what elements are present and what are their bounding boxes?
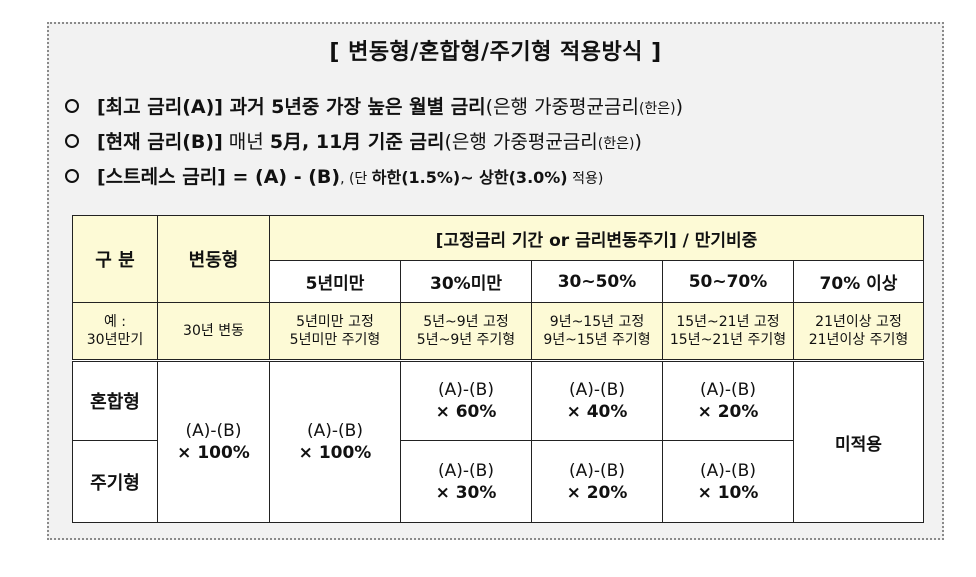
subheader-30-50: 30~50% xyxy=(531,260,663,303)
bullet-stress-rate: [스트레스 금리] = (A) - (B), (단 하한(1.5%)~ 상한(3… xyxy=(61,160,931,195)
mixed-row: 혼합형 (A)-(B) × 100% (A)-(B) × 100% (A)-(B… xyxy=(72,359,924,523)
example-periodic: 5년미만 주기형 xyxy=(289,332,381,348)
example-fixed: 21년이상 고정 xyxy=(815,314,902,330)
formula: (A)-(B) xyxy=(700,460,756,481)
example-label-line2: 30년만기 xyxy=(86,332,144,348)
circle-bullet-icon xyxy=(65,99,79,113)
mixed-50-70-value: (A)-(B) × 20% xyxy=(662,359,794,441)
stress-rate-table: 구 분 변동형 [고정금리 기간 or 금리변동주기] / 만기비중 5년미만 … xyxy=(72,215,924,523)
bullet-max-rate: [최고 금리(A)] 과거 5년중 가장 높은 월별 금리(은행 가중평균금리(… xyxy=(61,90,931,125)
factor: × 20% xyxy=(566,482,628,503)
example-cell: 5년~9년 고정 5년~9년 주기형 xyxy=(400,302,532,361)
row-label-mixed: 혼합형 xyxy=(72,359,158,441)
example-fixed: 5년~9년 고정 xyxy=(423,314,509,330)
factor: × 40% xyxy=(566,402,628,422)
formula: (A)-(B) xyxy=(307,421,363,441)
example-periodic: 15년~21년 주기형 xyxy=(669,332,787,348)
subheader-under-30: 30%미만 xyxy=(400,260,532,303)
bullet-max-rate-source: (은행 가중평균금리 xyxy=(485,96,639,118)
example-periodic: 9년~15년 주기형 xyxy=(543,332,651,348)
mixed-under-30-value: (A)-(B) × 60% xyxy=(400,359,532,441)
bullet-stress-rate-bounds: 하한(1.5%)~ 상한(3.0%) xyxy=(371,168,568,187)
formula: (A)-(B) xyxy=(569,380,625,400)
periodic-row: 주기형 (A)-(B) × 30% (A)-(B) × 20% (A)-(B) … xyxy=(72,440,924,523)
example-label-line1: 예 : xyxy=(103,314,127,330)
bullet-current-rate-label: [현재 금리(B)] xyxy=(97,131,223,153)
mixed-30-50-value: (A)-(B) × 40% xyxy=(531,359,663,441)
factor: × 10% xyxy=(697,482,759,503)
policy-panel: [ 변동형/혼합형/주기형 적용방식 ] [최고 금리(A)] 과거 5년중 가… xyxy=(47,22,944,540)
factor: × 100% xyxy=(177,443,250,463)
factor: × 100% xyxy=(298,443,372,463)
periodic-under-30-value: (A)-(B) × 30% xyxy=(400,440,532,523)
header-variable: 변동형 xyxy=(157,215,270,303)
formula: (A)-(B) xyxy=(700,380,756,400)
over-70-not-applied: 미적용 xyxy=(793,359,924,523)
variable-value: (A)-(B) × 100% xyxy=(157,359,270,523)
periodic-50-70-value: (A)-(B) × 10% xyxy=(662,440,794,523)
row-label-periodic: 주기형 xyxy=(72,440,158,523)
bullet-current-rate-close: ) xyxy=(634,131,642,153)
example-variable: 30년 변동 xyxy=(157,302,270,361)
subheader-under-5y: 5년미만 xyxy=(269,260,401,303)
example-cell: 15년~21년 고정 15년~21년 주기형 xyxy=(662,302,794,361)
header-gubun: 구 분 xyxy=(72,215,158,303)
circle-bullet-icon xyxy=(65,169,79,183)
header-fixed-period-group: [고정금리 기간 or 금리변동주기] / 만기비중 xyxy=(269,215,924,261)
example-cell: 21년이상 고정 21년이상 주기형 xyxy=(793,302,924,361)
formula: (A)-(B) xyxy=(569,460,625,481)
example-cell: 9년~15년 고정 9년~15년 주기형 xyxy=(531,302,663,361)
bullet-current-rate-desc: 5月, 11月 기준 금리 xyxy=(269,131,445,153)
example-fixed: 5년미만 고정 xyxy=(296,314,374,330)
bullet-stress-rate-formula: = (A) - (B) xyxy=(225,166,341,188)
factor: × 20% xyxy=(697,402,759,422)
bullet-current-rate-source: (은행 가중평균금리 xyxy=(444,131,598,153)
bullet-max-rate-desc: 과거 5년중 가장 높은 월별 금리 xyxy=(222,96,486,118)
subheader-over-70: 70% 이상 xyxy=(793,260,924,303)
formula: (A)-(B) xyxy=(438,380,494,400)
under-5y-value: (A)-(B) × 100% xyxy=(269,359,401,523)
bullet-max-rate-close: ) xyxy=(675,96,684,118)
bullet-stress-rate-label: [스트레스 금리] xyxy=(97,166,226,188)
circle-bullet-icon xyxy=(65,134,79,148)
factor: × 60% xyxy=(435,402,497,422)
periodic-30-50-value: (A)-(B) × 20% xyxy=(531,440,663,523)
formula: (A)-(B) xyxy=(185,421,242,441)
example-label: 예 : 30년만기 xyxy=(72,302,158,361)
bullet-max-rate-label: [최고 금리(A)] xyxy=(97,96,223,118)
bullet-current-rate-prefix: 매년 xyxy=(222,131,270,153)
bullet-stress-rate-note-open: , (단 xyxy=(340,171,372,187)
bullet-list: [최고 금리(A)] 과거 5년중 가장 높은 월별 금리(은행 가중평균금리(… xyxy=(61,90,931,195)
example-fixed: 9년~15년 고정 xyxy=(549,314,645,330)
factor: × 30% xyxy=(435,482,497,503)
example-cell: 5년미만 고정 5년미만 주기형 xyxy=(269,302,401,361)
example-fixed: 15년~21년 고정 xyxy=(676,314,780,330)
bullet-current-rate-source-small: (한은) xyxy=(597,136,635,152)
bullet-stress-rate-note-close: 적용) xyxy=(567,171,604,187)
page-title: [ 변동형/혼합형/주기형 적용방식 ] xyxy=(329,40,662,65)
example-periodic: 21년이상 주기형 xyxy=(808,332,909,348)
bullet-max-rate-source-small: (한은) xyxy=(638,101,676,117)
formula: (A)-(B) xyxy=(438,460,494,481)
example-row: 예 : 30년만기 30년 변동 5년미만 고정 5년미만 주기형 5년~9년 … xyxy=(72,302,924,361)
bullet-current-rate: [현재 금리(B)] 매년 5月, 11月 기준 금리(은행 가중평균금리(한은… xyxy=(61,125,931,160)
subheader-50-70: 50~70% xyxy=(662,260,794,303)
example-periodic: 5년~9년 주기형 xyxy=(416,332,516,348)
